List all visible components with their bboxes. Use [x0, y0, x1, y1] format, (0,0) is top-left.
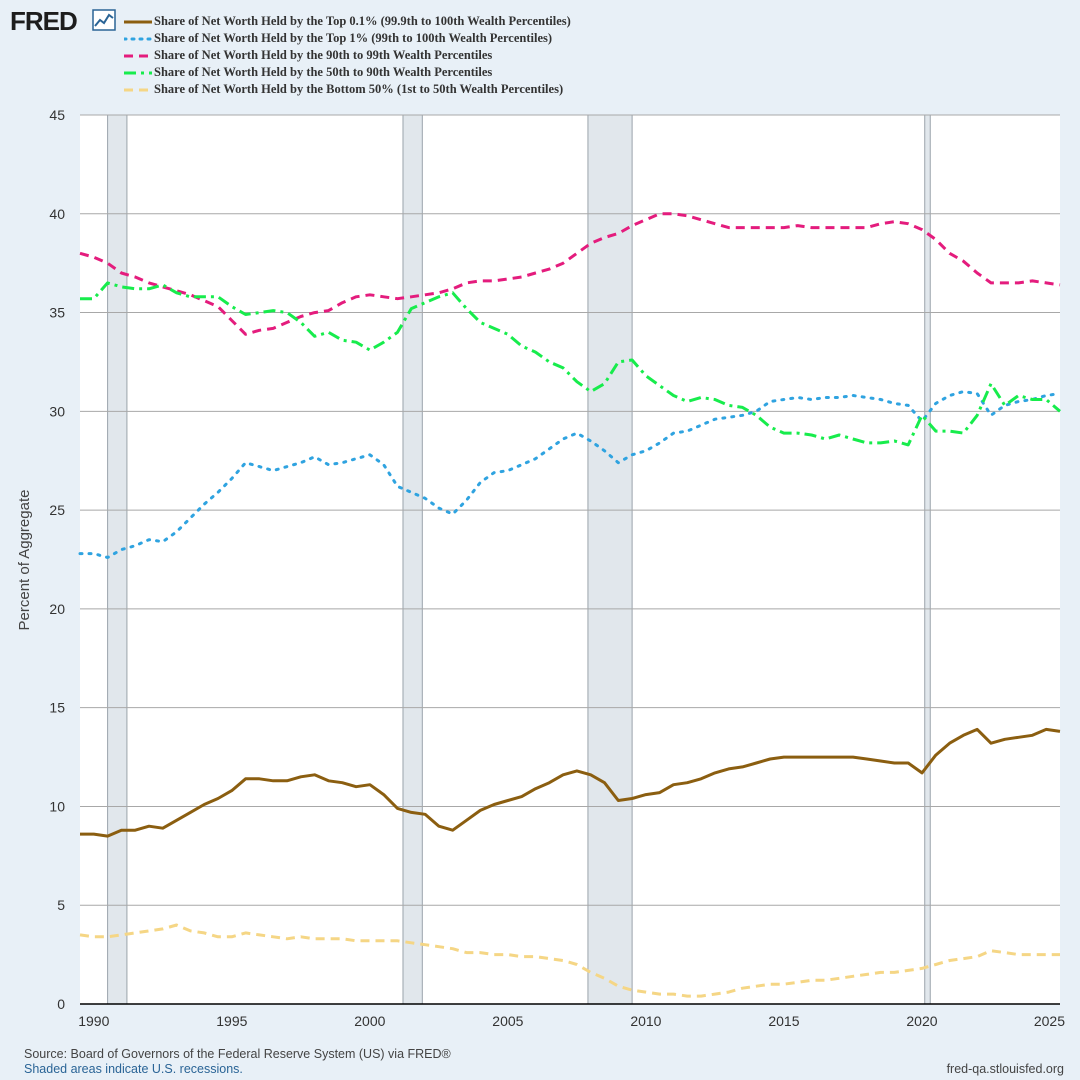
recession-band [107, 114, 128, 1005]
legend-swatch [124, 88, 152, 91]
legend-item-p90-99[interactable]: Share of Net Worth Held by the 90th to 9… [124, 47, 571, 64]
fred-logo[interactable]: FRED [10, 6, 78, 36]
x-tick-label: 2015 [768, 1013, 799, 1029]
legend-label: Share of Net Worth Held by the Top 1% (9… [154, 31, 553, 45]
legend-swatch [124, 37, 152, 40]
y-tick-label: 30 [49, 403, 65, 419]
y-axis-label: Percent of Aggregate [16, 490, 33, 631]
y-axis-ticks: 0 5 10 15 20 25 30 35 40 45 [49, 107, 65, 1012]
recession-shading [107, 114, 931, 1005]
source-note: Source: Board of Governors of the Federa… [24, 1047, 451, 1061]
y-tick-label: 10 [49, 798, 65, 814]
legend-label: Share of Net Worth Held by the 90th to 9… [154, 48, 493, 62]
series-line-2 [78, 390, 1062, 559]
recession-note[interactable]: Shaded areas indicate U.S. recessions. [24, 1062, 243, 1076]
recession-band [924, 114, 931, 1005]
y-tick-label: 45 [49, 107, 65, 123]
series-lines [78, 212, 1062, 998]
trend-chart-icon [92, 9, 116, 31]
x-tick-label: 2025 [1034, 1013, 1065, 1029]
y-tick-label: 5 [57, 897, 65, 913]
y-tick-label: 15 [49, 700, 65, 716]
recession-band [587, 114, 633, 1005]
series-line-1 [80, 727, 1061, 838]
series-line-4 [80, 281, 1061, 447]
legend-label: Share of Net Worth Held by the Top 0.1% … [154, 14, 571, 28]
legend-item-top01[interactable]: Share of Net Worth Held by the Top 0.1% … [124, 13, 571, 30]
legend-swatch [124, 20, 152, 23]
legend-swatch [124, 54, 152, 57]
x-tick-label: 2005 [492, 1013, 523, 1029]
y-tick-label: 0 [57, 996, 65, 1012]
chart-legend: Share of Net Worth Held by the Top 0.1% … [124, 13, 571, 98]
x-tick-label: 2000 [354, 1013, 385, 1029]
legend-item-bottom50[interactable]: Share of Net Worth Held by the Bottom 50… [124, 81, 571, 98]
x-tick-label: 1990 [78, 1013, 109, 1029]
legend-label: Share of Net Worth Held by the Bottom 50… [154, 82, 564, 96]
series-line-5 [79, 923, 1060, 998]
y-tick-label: 20 [49, 601, 65, 617]
legend-label: Share of Net Worth Held by the 50th to 9… [154, 65, 493, 79]
recession-band [402, 114, 423, 1005]
legend-item-top1[interactable]: Share of Net Worth Held by the Top 1% (9… [124, 30, 571, 47]
x-axis-ticks: 1990 1995 2000 2005 2010 2015 2020 2025 [78, 1013, 1065, 1029]
legend-swatch [124, 71, 152, 74]
series-line-3 [79, 212, 1061, 336]
site-url[interactable]: fred-qa.stlouisfed.org [946, 1062, 1064, 1076]
x-tick-label: 1995 [216, 1013, 247, 1029]
legend-item-p50-90[interactable]: Share of Net Worth Held by the 50th to 9… [124, 64, 571, 81]
x-tick-label: 2020 [906, 1013, 937, 1029]
x-tick-label: 2010 [630, 1013, 661, 1029]
plot-area [80, 115, 1060, 1004]
y-tick-label: 40 [49, 206, 65, 222]
y-tick-label: 25 [49, 502, 65, 518]
y-tick-label: 35 [49, 305, 65, 321]
